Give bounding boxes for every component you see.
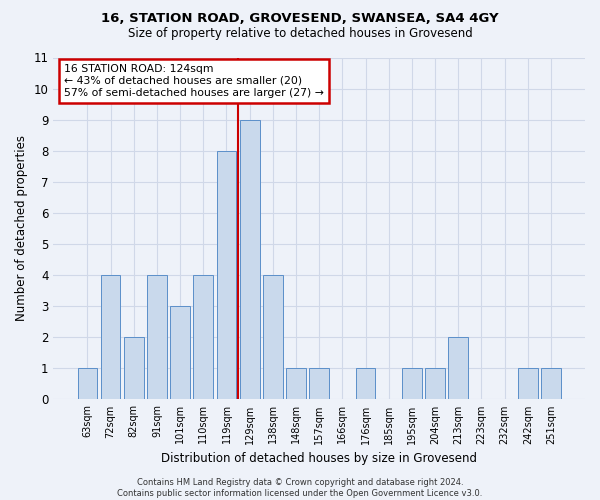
Bar: [217, 151, 236, 400]
Bar: [356, 368, 376, 400]
Text: 16 STATION ROAD: 124sqm
← 43% of detached houses are smaller (20)
57% of semi-de: 16 STATION ROAD: 124sqm ← 43% of detache…: [64, 64, 324, 98]
Y-axis label: Number of detached properties: Number of detached properties: [15, 136, 28, 322]
Bar: [193, 275, 213, 400]
Bar: [147, 275, 167, 400]
Bar: [263, 275, 283, 400]
Bar: [77, 368, 97, 400]
Bar: [240, 120, 260, 400]
Bar: [170, 306, 190, 400]
X-axis label: Distribution of detached houses by size in Grovesend: Distribution of detached houses by size …: [161, 452, 477, 465]
Text: Contains HM Land Registry data © Crown copyright and database right 2024.
Contai: Contains HM Land Registry data © Crown c…: [118, 478, 482, 498]
Text: 16, STATION ROAD, GROVESEND, SWANSEA, SA4 4GY: 16, STATION ROAD, GROVESEND, SWANSEA, SA…: [101, 12, 499, 26]
Bar: [518, 368, 538, 400]
Bar: [425, 368, 445, 400]
Bar: [310, 368, 329, 400]
Bar: [402, 368, 422, 400]
Bar: [101, 275, 121, 400]
Bar: [124, 338, 143, 400]
Bar: [541, 368, 561, 400]
Text: Size of property relative to detached houses in Grovesend: Size of property relative to detached ho…: [128, 28, 472, 40]
Bar: [286, 368, 306, 400]
Bar: [448, 338, 468, 400]
